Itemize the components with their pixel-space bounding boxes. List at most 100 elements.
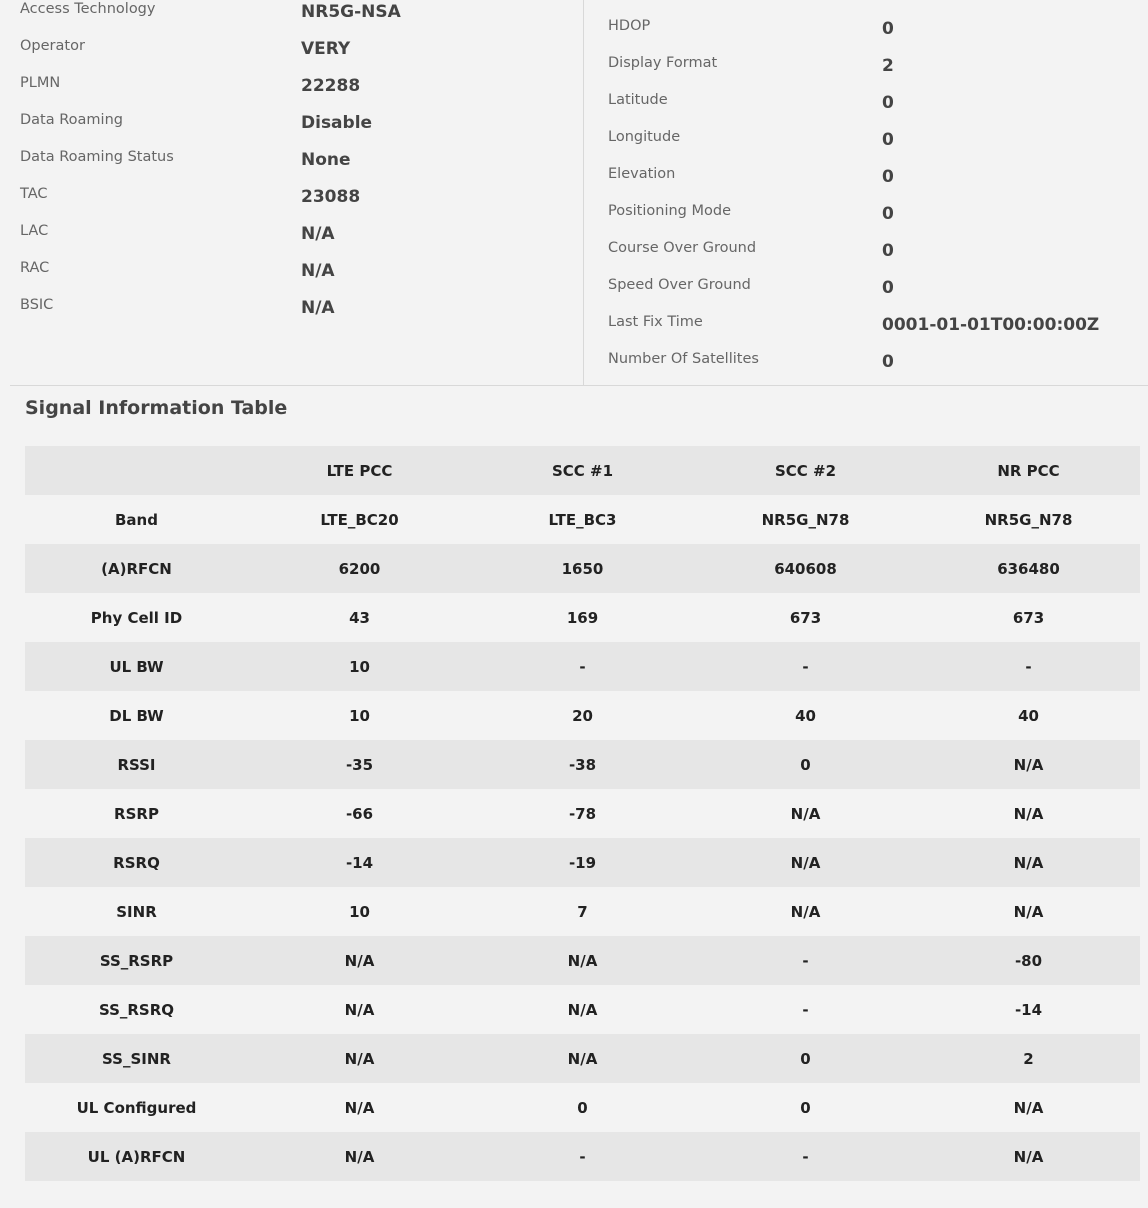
table-cell: 7 bbox=[577, 902, 588, 921]
cellular-info-panel: Access Technology NR5G-NSA Operator VERY PLM… bbox=[0, 0, 582, 385]
info-label: Speed Over Ground bbox=[608, 277, 751, 293]
table-cell: N/A bbox=[790, 853, 821, 872]
table-row: SS_SINR N/A N/A 0 2 bbox=[25, 1034, 1140, 1083]
table-row: DL BW 10 20 40 40 bbox=[25, 691, 1140, 740]
info-value: 0 bbox=[882, 278, 894, 298]
table-cell: N/A bbox=[1013, 1098, 1044, 1117]
table-cell: 40 bbox=[795, 706, 816, 725]
table-header-row: LTE PCC SCC #1 SCC #2 NR PCC bbox=[25, 446, 1140, 495]
info-label: BSIC bbox=[20, 297, 54, 313]
table-cell: N/A bbox=[1013, 853, 1044, 872]
info-label: Elevation bbox=[608, 166, 676, 182]
table-row: Band LTE_BC20 LTE_BC3 NR5G_N78 NR5G_N78 bbox=[25, 495, 1140, 544]
info-label: RAC bbox=[20, 260, 50, 276]
info-label: PLMN bbox=[20, 75, 61, 91]
table-cell: LTE_BC3 bbox=[548, 510, 617, 529]
signal-information-table: LTE PCC SCC #1 SCC #2 NR PCC Band LTE_BC20 LT… bbox=[25, 446, 1140, 1181]
info-label: Data Roaming Status bbox=[20, 149, 174, 165]
table-cell: 636480 bbox=[997, 559, 1060, 578]
row-label: UL (A)RFCN bbox=[87, 1147, 186, 1166]
info-label: Access Technology bbox=[20, 1, 156, 17]
table-cell: N/A bbox=[344, 1000, 375, 1019]
signal-table-title: Signal Information Table bbox=[25, 397, 288, 419]
table-cell: N/A bbox=[1013, 1147, 1044, 1166]
row-label: DL BW bbox=[109, 706, 164, 725]
table-cell: - bbox=[802, 951, 809, 970]
table-row: SINR 10 7 N/A N/A bbox=[25, 887, 1140, 936]
info-label: HDOP bbox=[608, 18, 651, 34]
info-label: Data Roaming bbox=[20, 112, 123, 128]
table-cell: N/A bbox=[1013, 804, 1044, 823]
row-label: SS_RSRP bbox=[99, 951, 174, 970]
table-cell: - bbox=[579, 1147, 586, 1166]
table-cell: 0 bbox=[800, 1098, 811, 1117]
table-cell: 20 bbox=[572, 706, 593, 725]
table-row: UL (A)RFCN N/A - - N/A bbox=[25, 1132, 1140, 1181]
row-label: SINR bbox=[116, 902, 157, 921]
table-cell: - bbox=[579, 657, 586, 676]
table-cell: 10 bbox=[349, 657, 370, 676]
table-row: SS_RSRQ N/A N/A - -14 bbox=[25, 985, 1140, 1034]
table-cell: N/A bbox=[344, 1098, 375, 1117]
info-label: Positioning Mode bbox=[608, 203, 731, 219]
info-value: 0 bbox=[882, 352, 894, 372]
table-cell: -78 bbox=[568, 804, 597, 823]
column-header: SCC #1 bbox=[551, 461, 614, 480]
table-cell: N/A bbox=[790, 804, 821, 823]
info-value: 23088 bbox=[301, 187, 361, 207]
column-header bbox=[25, 446, 248, 495]
table-cell: N/A bbox=[790, 902, 821, 921]
table-cell: -80 bbox=[1014, 951, 1043, 970]
info-label: Last Fix Time bbox=[608, 314, 703, 330]
info-label: TAC bbox=[20, 186, 48, 202]
table-cell: 673 bbox=[1012, 608, 1045, 627]
gps-info-panel: HDOP 0 Display Format 2 Latitude 0 Longitude 0 E… bbox=[583, 0, 1148, 385]
table-cell: N/A bbox=[567, 1049, 598, 1068]
row-label: UL BW bbox=[109, 657, 164, 676]
info-value: 0 bbox=[882, 93, 894, 113]
table-cell: -66 bbox=[345, 804, 374, 823]
table-cell: - bbox=[802, 1000, 809, 1019]
table-cell: 169 bbox=[566, 608, 599, 627]
info-value: 0 bbox=[882, 241, 894, 261]
table-row: RSRQ -14 -19 N/A N/A bbox=[25, 838, 1140, 887]
table-cell: 0 bbox=[800, 1049, 811, 1068]
row-label: RSSI bbox=[117, 755, 156, 774]
table-cell: - bbox=[802, 1147, 809, 1166]
table-cell: NR5G_N78 bbox=[984, 510, 1073, 529]
info-value: N/A bbox=[301, 298, 335, 318]
table-cell: N/A bbox=[344, 951, 375, 970]
info-value: 2 bbox=[882, 56, 894, 76]
table-row: UL Configured N/A 0 0 N/A bbox=[25, 1083, 1140, 1132]
column-header: LTE PCC bbox=[326, 461, 393, 480]
table-cell: -19 bbox=[568, 853, 597, 872]
column-header: NR PCC bbox=[997, 461, 1060, 480]
info-value: Disable bbox=[301, 113, 373, 133]
table-cell: N/A bbox=[344, 1049, 375, 1068]
table-row: (A)RFCN 6200 1650 640608 636480 bbox=[25, 544, 1140, 593]
row-label: Band bbox=[115, 510, 158, 529]
table-cell: 10 bbox=[349, 706, 370, 725]
table-cell: - bbox=[1025, 657, 1032, 676]
table-cell: N/A bbox=[567, 1000, 598, 1019]
table-cell: N/A bbox=[344, 1147, 375, 1166]
info-value: None bbox=[301, 150, 351, 170]
table-cell: LTE_BC20 bbox=[320, 510, 399, 529]
row-label: UL Configured bbox=[76, 1098, 197, 1117]
row-label: SS_RSRQ bbox=[98, 1000, 175, 1019]
table-row: RSRP -66 -78 N/A N/A bbox=[25, 789, 1140, 838]
table-cell: -35 bbox=[345, 755, 374, 774]
info-label: Display Format bbox=[608, 55, 718, 71]
divider bbox=[10, 385, 1148, 386]
column-header: SCC #2 bbox=[774, 461, 837, 480]
table-row: RSSI -35 -38 0 N/A bbox=[25, 740, 1140, 789]
row-label: Phy Cell ID bbox=[90, 608, 183, 627]
row-label: (A)RFCN bbox=[101, 559, 172, 578]
table-cell: 0 bbox=[577, 1098, 588, 1117]
info-value: VERY bbox=[301, 39, 351, 59]
table-cell: - bbox=[802, 657, 809, 676]
table-cell: NR5G_N78 bbox=[761, 510, 850, 529]
row-label: RSRQ bbox=[113, 853, 160, 872]
table-cell: 0 bbox=[800, 755, 811, 774]
table-row: Phy Cell ID 43 169 673 673 bbox=[25, 593, 1140, 642]
